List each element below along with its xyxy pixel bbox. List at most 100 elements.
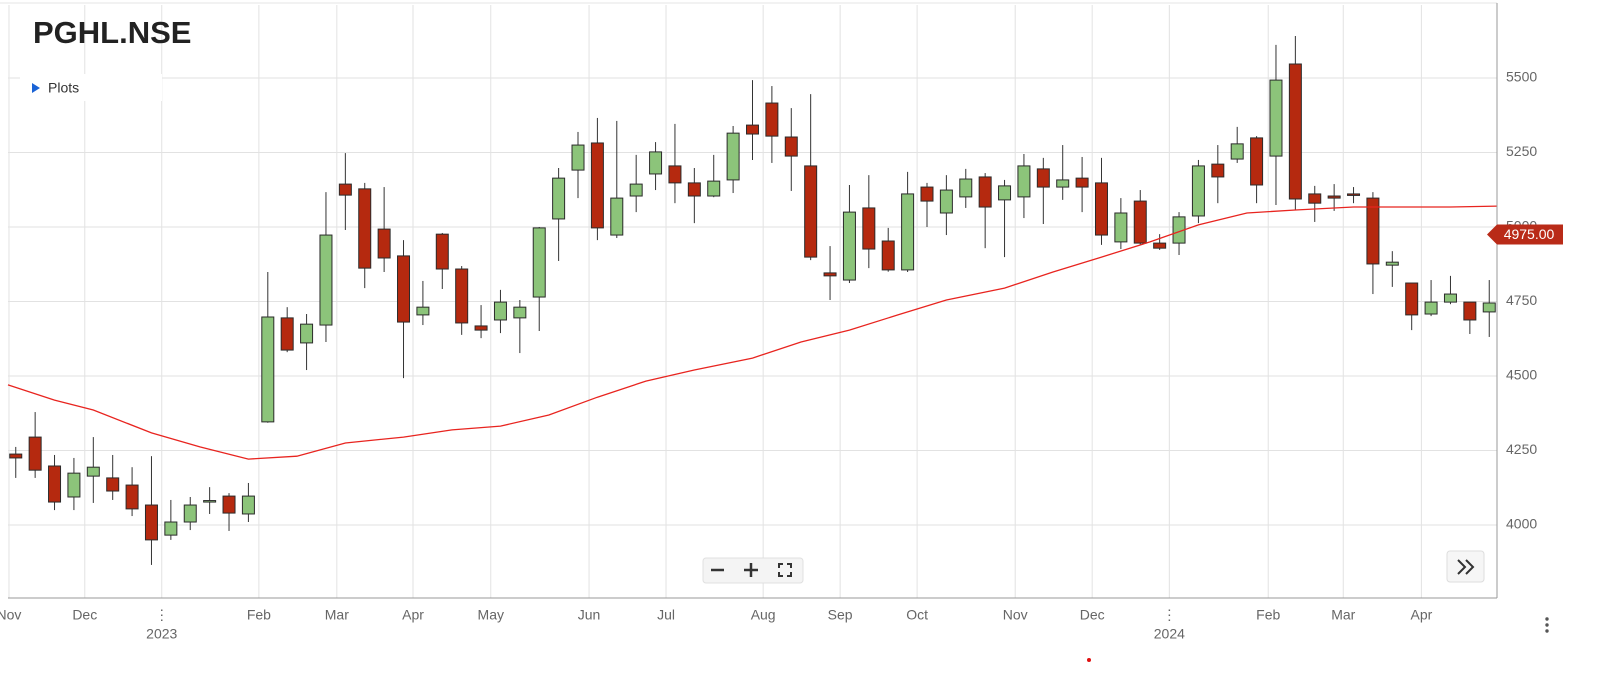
last-price-label: 4975.00: [1504, 226, 1555, 242]
x-tick-label: Dec: [1080, 607, 1105, 623]
candle-body: [1017, 165, 1031, 198]
x-tick-label: ⋮: [1162, 607, 1176, 623]
zoom-controls: [702, 557, 804, 584]
x-tick-label: Sep: [828, 607, 853, 623]
candle-body: [881, 240, 895, 271]
candle-body: [28, 436, 42, 471]
candle-body: [1424, 301, 1438, 315]
candle-body: [9, 453, 23, 459]
more-menu[interactable]: [1545, 617, 1549, 633]
candle-body: [687, 182, 701, 197]
candle-body: [435, 233, 449, 270]
fit-screen[interactable]: [778, 563, 792, 577]
year-label: 2024: [1154, 626, 1185, 642]
y-tick-label: 4000: [1506, 516, 1537, 532]
candle-body: [513, 306, 527, 319]
x-tick-label: Jun: [578, 607, 601, 623]
candle-body: [1133, 200, 1147, 244]
x-tick-label: Oct: [906, 607, 928, 623]
y-tick-label: 5250: [1506, 143, 1537, 159]
candle-body: [1288, 63, 1302, 200]
year-label: 2023: [146, 626, 177, 642]
candle-body: [144, 504, 158, 541]
candle-body: [1482, 302, 1496, 313]
scroll-latest[interactable]: [1446, 550, 1485, 583]
candle-body: [1308, 193, 1322, 204]
candle-body: [998, 185, 1012, 201]
candle-body: [552, 177, 566, 220]
plots-arrow: [32, 83, 40, 93]
x-tick-label: Feb: [1256, 607, 1280, 623]
candle-body: [455, 268, 469, 324]
y-tick-label: 4750: [1506, 292, 1537, 308]
candle-body: [726, 132, 740, 181]
candle-body: [48, 465, 62, 503]
candle-body: [222, 495, 236, 514]
last-price-marker: [1487, 224, 1563, 245]
y-tick-label: 4250: [1506, 441, 1537, 457]
candle-body: [920, 186, 934, 202]
x-tick-label: Dec: [72, 607, 97, 623]
x-tick-label: Apr: [402, 607, 424, 623]
candle-body: [106, 477, 120, 492]
candle-body: [571, 144, 585, 171]
zoom-in[interactable]: [744, 563, 758, 577]
candle-body: [862, 207, 876, 250]
candle-body: [1366, 197, 1380, 265]
candle-body: [261, 316, 275, 423]
x-tick-label: Mar: [325, 607, 349, 623]
candle-body: [1036, 168, 1050, 188]
candle-body: [474, 325, 488, 331]
x-tick-label: Aug: [751, 607, 776, 623]
x-tick-label: Feb: [247, 607, 271, 623]
x-tick-label: Jul: [657, 607, 675, 623]
grid: [8, 5, 1497, 598]
candle-body: [668, 165, 682, 184]
candle-body: [707, 180, 721, 197]
candle-body: [416, 306, 430, 316]
candle-body: [125, 484, 139, 510]
candle-body: [1230, 143, 1244, 160]
candle-body: [1269, 79, 1283, 157]
x-tick-label: ⋮: [155, 607, 169, 623]
candle-body: [164, 521, 178, 536]
candle-body: [804, 165, 818, 258]
candle-body: [397, 255, 411, 323]
candle-body: [493, 301, 507, 321]
candle-body: [1405, 282, 1419, 316]
candle-body: [319, 234, 333, 326]
candle-body: [1094, 182, 1108, 236]
y-tick-label: 4500: [1506, 367, 1537, 383]
candle-body: [823, 272, 837, 277]
candle-body: [1443, 293, 1457, 303]
candle-body: [377, 228, 391, 259]
candle-body: [1153, 242, 1167, 249]
candle-body: [939, 189, 953, 214]
chart-title: PGHL.NSE: [33, 15, 191, 50]
candle-body: [300, 323, 314, 344]
candle-body: [1385, 261, 1399, 266]
candle-body: [1347, 193, 1361, 196]
candle-body: [746, 124, 759, 135]
candle-body: [784, 136, 798, 157]
candle-body: [280, 317, 294, 351]
candle-body: [590, 142, 604, 229]
candle-body: [649, 151, 663, 175]
plots-label: Plots: [48, 80, 79, 96]
x-tick-label: Nov: [1003, 607, 1028, 623]
x-tick-label: May: [478, 607, 504, 623]
candle-body: [338, 183, 352, 196]
candle-body: [1056, 179, 1070, 188]
plot: [7, 35, 1498, 565]
candle-body: [959, 178, 973, 198]
candle-body: [532, 227, 546, 298]
candle-body: [842, 211, 856, 281]
candle-body: [241, 495, 255, 515]
plots-toggle[interactable]: [20, 74, 162, 101]
candle-body: [978, 176, 992, 208]
candle-body: [358, 188, 372, 269]
candle-body: [86, 466, 100, 477]
candle-body: [901, 193, 915, 271]
